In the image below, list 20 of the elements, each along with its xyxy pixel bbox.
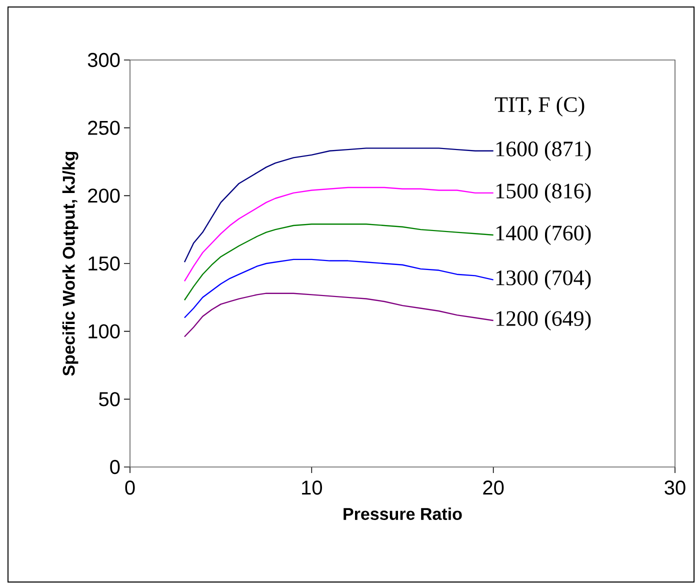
x-tick-label: 20 (483, 480, 504, 495)
x-tick-label: 10 (302, 480, 322, 495)
y-tick-label: 250 (88, 120, 120, 135)
x-tick-label: 30 (664, 480, 686, 495)
y-tick-label: 200 (88, 188, 120, 203)
y-tick-label: 300 (88, 52, 120, 68)
line-series (184, 258, 494, 318)
x-tick-label: 0 (125, 480, 135, 495)
y-tick-label: 150 (88, 256, 120, 271)
legend-title: TIT, F (C) (494, 96, 584, 117)
series-label: 1500 (816) (496, 182, 591, 203)
series-label: 1200 (649) (496, 310, 591, 330)
y-axis-title: Specific Work Output, kJ/kg (62, 152, 78, 376)
x-axis-title: Pressure Ratio (344, 508, 462, 520)
y-tick-label: 50 (99, 392, 120, 406)
y-tick-label: 0 (110, 460, 120, 474)
series-label: 1400 (760) (496, 225, 591, 245)
series-label: 1300 (704) (496, 270, 591, 290)
y-tick-label: 100 (88, 324, 120, 338)
series-label: 1600 (871) (496, 140, 591, 161)
